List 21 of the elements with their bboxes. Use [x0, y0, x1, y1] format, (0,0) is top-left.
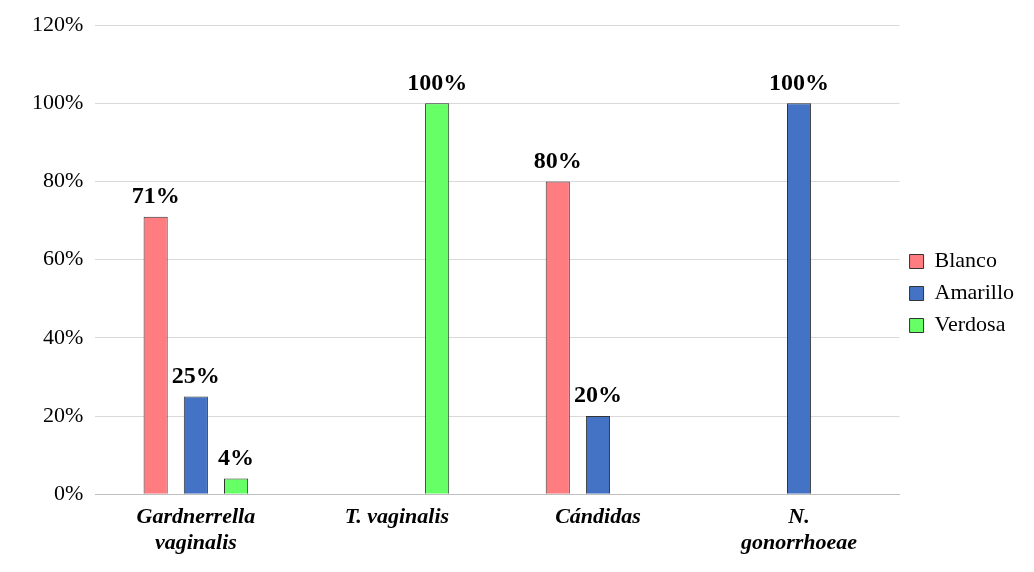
- y-tick-label: 60%: [43, 245, 84, 271]
- legend-label: Blanco: [934, 247, 997, 273]
- y-tick-label: 120%: [32, 10, 84, 36]
- legend-label: Amarillo: [934, 279, 1015, 305]
- y-tick-label: 0%: [54, 479, 84, 505]
- x-tick-label: T. vaginalis: [344, 503, 450, 529]
- data-label: 100%: [407, 68, 468, 95]
- y-tick-label: 20%: [43, 401, 84, 427]
- y-tick-label: 80%: [43, 167, 84, 193]
- legend-label: Verdosa: [934, 311, 1006, 337]
- x-tick-label: Gardnerrella vaginalis: [136, 503, 256, 555]
- y-tick-label: 100%: [32, 89, 84, 115]
- data-label: 4%: [218, 443, 255, 470]
- x-tick-label: N. gonorrhoeae: [739, 503, 858, 555]
- data-label: 100%: [769, 68, 830, 95]
- data-label: 20%: [573, 381, 622, 408]
- data-label: 25%: [171, 361, 220, 388]
- x-tick-label: Cándidas: [555, 503, 641, 529]
- y-tick-label: 40%: [43, 323, 84, 349]
- data-label: 80%: [533, 146, 582, 173]
- data-label: 71%: [131, 181, 180, 208]
